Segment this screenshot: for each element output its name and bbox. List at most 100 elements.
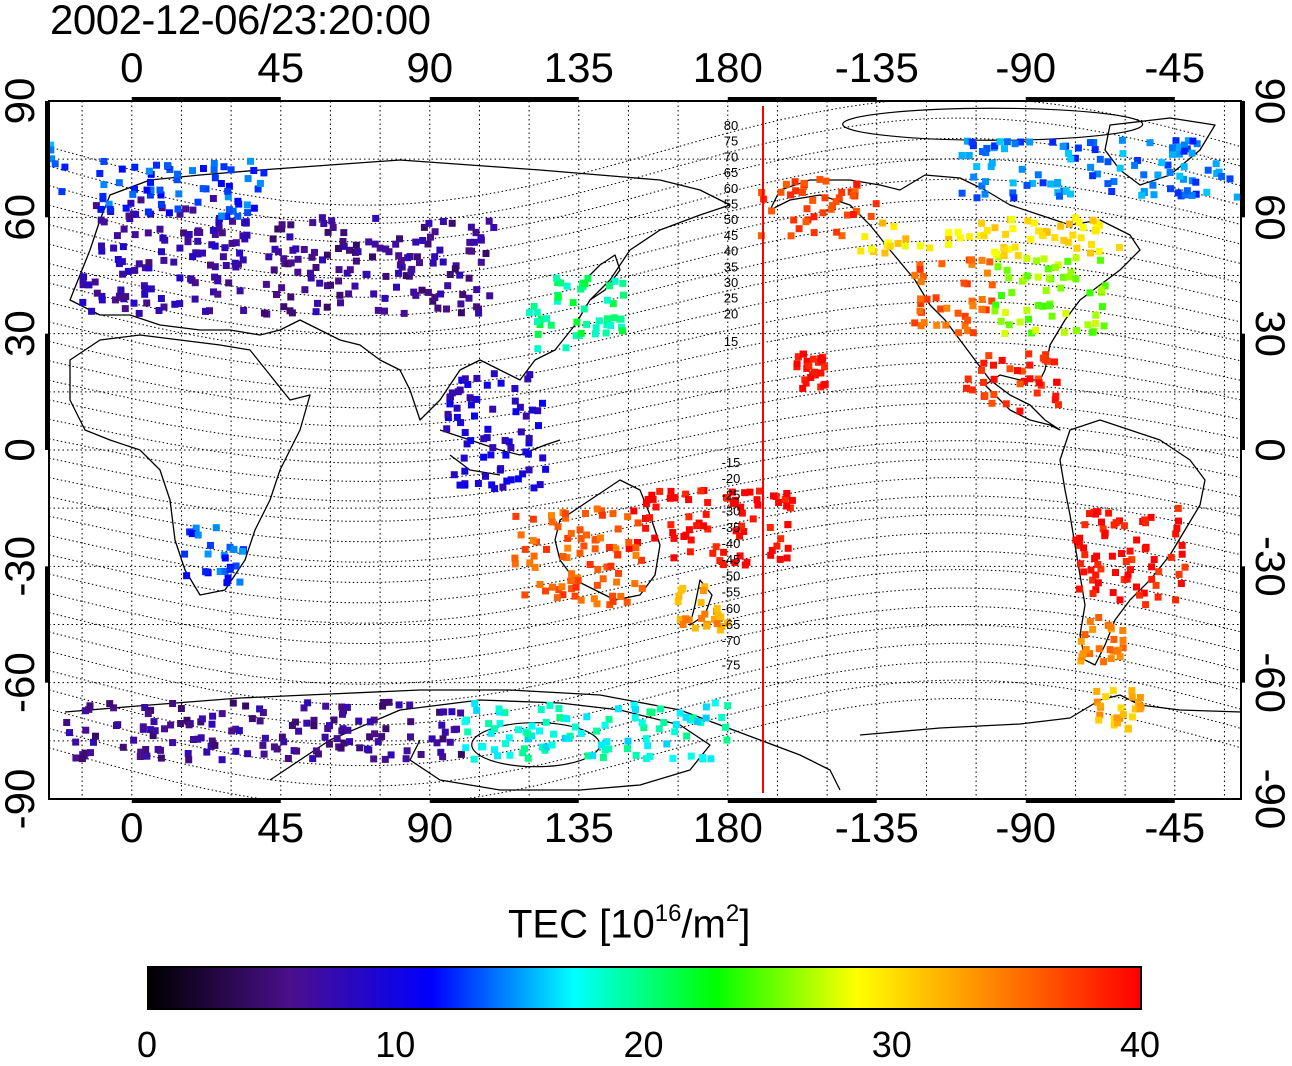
right-latitude-label: 60	[1247, 194, 1292, 241]
tec-cell	[571, 592, 579, 600]
tec-cell	[988, 281, 996, 289]
tec-cell	[671, 728, 679, 736]
tec-cell	[564, 544, 572, 552]
tec-cell	[236, 287, 244, 295]
tec-cell	[603, 738, 611, 746]
tec-cell	[603, 563, 611, 571]
tec-cell	[82, 726, 90, 734]
tec-cell	[872, 200, 880, 208]
tec-cell	[115, 179, 123, 187]
tec-cell	[461, 718, 469, 726]
tec-cell	[363, 271, 371, 279]
tec-cell	[223, 579, 231, 587]
tec-cell	[720, 548, 728, 556]
tec-cell	[1175, 570, 1183, 578]
tec-cell	[345, 290, 353, 298]
tec-cell	[1181, 563, 1189, 571]
magnetic-contour	[49, 606, 1241, 706]
tec-cell	[1104, 180, 1112, 188]
tec-cell	[1123, 575, 1131, 583]
tec-cell	[534, 318, 541, 325]
tec-colorbar	[147, 966, 1142, 1010]
tec-cell	[310, 722, 318, 730]
tec-cell	[470, 238, 478, 246]
tec-cell	[431, 294, 439, 302]
tec-cell	[610, 314, 618, 322]
tec-cell	[479, 743, 487, 751]
tec-cell	[1167, 553, 1175, 561]
tec-cell	[486, 292, 494, 300]
tec-cell	[288, 722, 296, 729]
tec-cell	[1065, 149, 1072, 157]
tec-cell	[209, 195, 217, 202]
tec-cell	[968, 297, 976, 305]
tec-cell	[1141, 516, 1149, 524]
tec-cell	[410, 288, 418, 296]
tec-cell	[676, 709, 684, 717]
tec-cell	[737, 503, 745, 511]
colorbar-title-suffix: ]	[739, 902, 751, 947]
tec-cell	[582, 510, 589, 517]
tec-cell	[451, 265, 459, 273]
tec-cell	[295, 727, 303, 735]
tec-cell	[1119, 711, 1127, 719]
tec-cell	[309, 755, 317, 763]
tec-cell	[524, 730, 532, 738]
tec-cell	[687, 536, 695, 544]
tec-cell	[1016, 318, 1024, 326]
tec-cell	[120, 225, 128, 233]
tec-cell	[261, 734, 269, 742]
tec-cell	[960, 279, 968, 287]
tec-cell	[429, 297, 437, 305]
tec-cell	[265, 253, 273, 261]
tec-cell	[323, 251, 331, 259]
tec-cell	[809, 196, 817, 204]
tec-cell	[777, 535, 785, 543]
tec-cell	[1092, 227, 1100, 234]
tec-cell	[642, 515, 649, 522]
tec-cell	[260, 750, 268, 758]
right-latitude-label: 0	[1247, 438, 1292, 461]
tec-cell	[1072, 254, 1080, 262]
tec-cell	[773, 542, 781, 550]
tec-cell	[902, 235, 910, 243]
tec-cell	[1140, 171, 1148, 179]
tec-cell	[98, 247, 106, 255]
frame-bar-top	[429, 97, 579, 102]
tec-cell	[932, 294, 940, 302]
tec-cell	[448, 219, 456, 227]
tec-cell	[554, 293, 562, 301]
tec-cell	[700, 522, 708, 530]
tec-cell	[182, 205, 190, 213]
tec-cell	[212, 524, 220, 532]
magnetic-contour	[49, 495, 1241, 583]
tec-cell	[937, 305, 945, 313]
tec-cell	[1056, 192, 1063, 200]
tec-cell	[945, 228, 953, 236]
tec-cell	[199, 185, 207, 193]
tec-cell	[1116, 596, 1124, 604]
tec-cell	[335, 245, 342, 252]
tec-cell	[802, 379, 810, 387]
tec-cell	[234, 212, 242, 220]
tec-cell	[1174, 189, 1182, 197]
tec-cell	[1107, 623, 1115, 631]
tec-cell	[1095, 645, 1103, 653]
tec-cell	[1128, 713, 1136, 721]
tec-cell	[194, 531, 202, 539]
tec-cell	[1081, 521, 1089, 529]
magnetic-latitude-label-south: -60	[722, 601, 741, 616]
tec-cell	[431, 253, 439, 261]
tec-cell	[395, 252, 403, 260]
tec-cell	[1233, 193, 1241, 201]
magnetic-contour	[49, 158, 1241, 261]
coastline-australia	[554, 479, 661, 601]
tec-cell	[294, 255, 302, 263]
tec-cell	[666, 494, 674, 502]
tec-cell	[1003, 266, 1011, 274]
tec-cell	[1118, 550, 1125, 557]
tec-cell	[718, 623, 726, 630]
tec-cell	[453, 404, 461, 412]
tec-cell	[215, 224, 223, 232]
tec-cell	[525, 309, 533, 317]
